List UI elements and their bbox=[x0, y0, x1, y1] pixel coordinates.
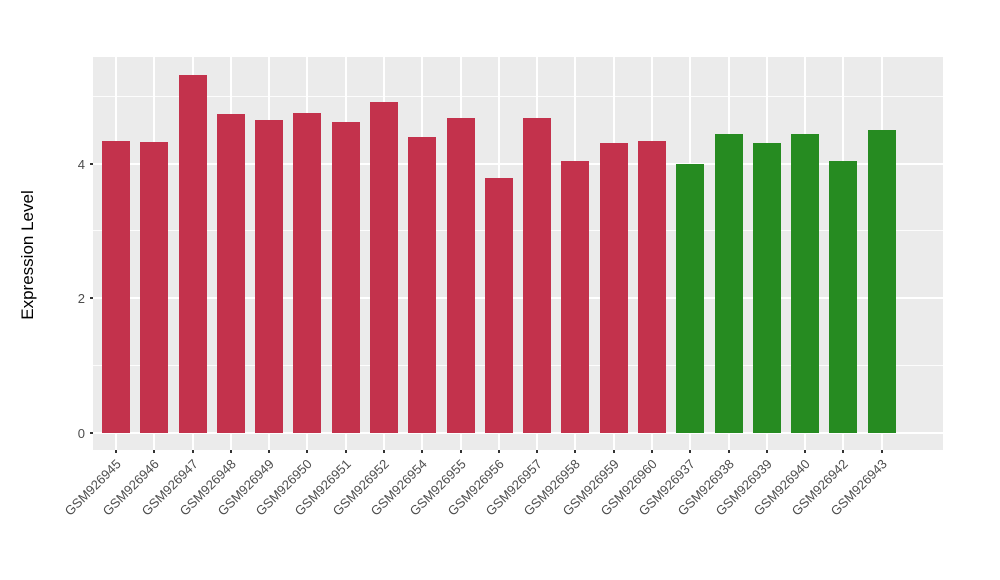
bar-GSM926951 bbox=[331, 122, 360, 434]
bar-GSM926945 bbox=[101, 141, 130, 434]
x-tick-mark-GSM926955 bbox=[459, 450, 462, 453]
bar-GSM926958 bbox=[561, 161, 590, 434]
y-tick-label-4: 4 bbox=[77, 156, 85, 172]
bar-GSM926946 bbox=[140, 141, 169, 434]
x-tick-mark-GSM926960 bbox=[651, 450, 653, 453]
bar-GSM926938 bbox=[714, 133, 743, 434]
x-tick-mark-GSM926959 bbox=[612, 450, 615, 453]
x-tick-mark-GSM926950 bbox=[306, 450, 309, 453]
bar-GSM926947 bbox=[178, 74, 207, 434]
minor-gridline-y5 bbox=[93, 95, 943, 97]
bar-GSM926937 bbox=[676, 163, 705, 434]
bar-GSM926960 bbox=[638, 140, 666, 434]
bar-GSM926942 bbox=[829, 161, 858, 434]
bar-GSM926950 bbox=[293, 112, 322, 434]
major-gridline-y4 bbox=[93, 162, 943, 165]
plot-panel bbox=[93, 57, 943, 450]
bar-GSM926943 bbox=[867, 129, 896, 434]
x-tick-mark-GSM926956 bbox=[497, 450, 500, 453]
y-tick-mark-2 bbox=[90, 297, 93, 300]
x-tick-mark-GSM926952 bbox=[382, 450, 385, 453]
x-tick-mark-GSM926943 bbox=[880, 450, 883, 453]
major-gridline-y2 bbox=[93, 297, 943, 300]
bar-GSM926956 bbox=[484, 177, 513, 434]
bar-GSM926952 bbox=[369, 102, 398, 434]
x-tick-mark-GSM926945 bbox=[114, 450, 117, 453]
bar-GSM926948 bbox=[216, 113, 245, 434]
bar-GSM926939 bbox=[752, 142, 781, 434]
y-tick-mark-4 bbox=[90, 162, 93, 165]
minor-gridline-y3 bbox=[93, 230, 943, 232]
bar-GSM926959 bbox=[599, 143, 628, 434]
x-tick-mark-GSM926948 bbox=[229, 450, 232, 453]
x-tick-mark-GSM926946 bbox=[153, 450, 156, 453]
y-tick-label-2: 2 bbox=[77, 291, 85, 307]
x-tick-mark-GSM926954 bbox=[421, 450, 424, 453]
x-tick-mark-GSM926949 bbox=[268, 450, 271, 453]
y-tick-mark-0 bbox=[90, 432, 93, 435]
bar-GSM926949 bbox=[255, 120, 284, 434]
x-tick-mark-GSM926939 bbox=[765, 450, 768, 453]
bar-GSM926954 bbox=[408, 136, 437, 434]
x-tick-mark-GSM926938 bbox=[727, 450, 730, 453]
bar-GSM926957 bbox=[523, 118, 552, 434]
bar-GSM926955 bbox=[446, 118, 475, 434]
x-tick-mark-GSM926951 bbox=[344, 450, 347, 453]
x-tick-mark-GSM926958 bbox=[574, 450, 577, 453]
bar-GSM926940 bbox=[791, 133, 820, 434]
major-gridline-y0 bbox=[93, 432, 943, 435]
x-tick-mark-GSM926940 bbox=[804, 450, 807, 453]
y-axis-title: Expression Level bbox=[18, 190, 37, 320]
x-tick-mark-GSM926947 bbox=[191, 450, 194, 453]
y-tick-label-0: 0 bbox=[77, 426, 85, 442]
x-tick-mark-GSM926937 bbox=[689, 450, 692, 453]
minor-gridline-y1 bbox=[93, 365, 943, 367]
x-tick-mark-GSM926942 bbox=[842, 450, 845, 453]
x-tick-mark-GSM926957 bbox=[536, 450, 539, 453]
